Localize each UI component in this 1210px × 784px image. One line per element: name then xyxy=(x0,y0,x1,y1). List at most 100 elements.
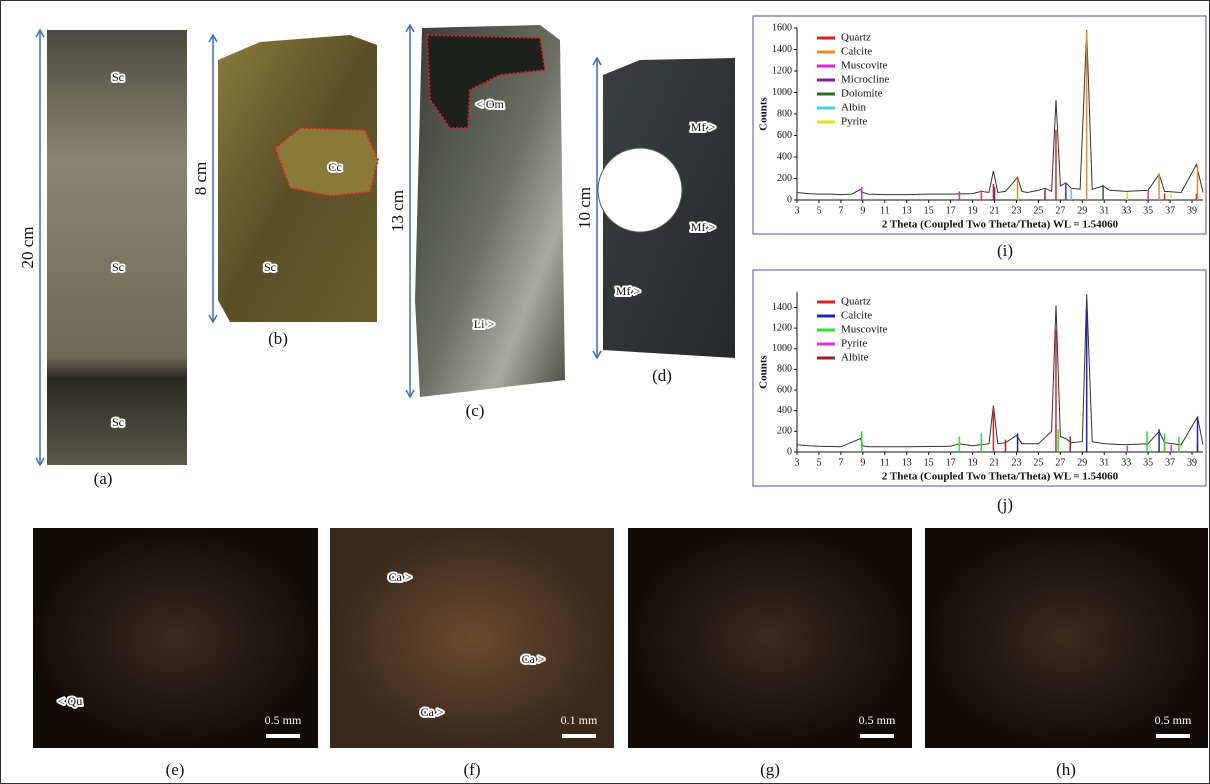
panel-label: (j) xyxy=(997,495,1013,514)
legend-label: Pyrite xyxy=(841,338,867,350)
legend-label: Albin xyxy=(841,102,867,114)
y-tick-label: 1200 xyxy=(772,65,792,76)
y-tick-label: 1000 xyxy=(772,343,792,354)
y-tick-label: 1000 xyxy=(772,87,792,98)
legend-label: Quartz xyxy=(841,296,871,308)
annotation: < Om xyxy=(476,97,504,111)
x-tick-label: 37 xyxy=(1165,457,1175,468)
x-tick-label: 11 xyxy=(880,457,890,468)
x-tick-label: 3 xyxy=(795,457,800,468)
scale-label: 8 cm xyxy=(191,162,210,196)
panel-label: (a) xyxy=(94,469,113,488)
legend-label: Quartz xyxy=(841,32,871,44)
x-tick-label: 9 xyxy=(860,205,865,216)
photo-a xyxy=(47,30,187,465)
x-tick-label: 19 xyxy=(968,205,978,216)
panel-label: (b) xyxy=(268,329,288,348)
legend-label: Pyrite xyxy=(841,116,867,128)
x-tick-label: 21 xyxy=(990,457,1000,468)
annotation: Sc xyxy=(112,70,124,84)
outline-cc xyxy=(275,128,378,196)
annotation: Cc xyxy=(328,160,341,174)
x-tick-label: 3 xyxy=(795,205,800,216)
x-tick-label: 37 xyxy=(1165,205,1175,216)
legend-label: Muscovite xyxy=(841,60,888,72)
scale-label: 0.5 mm xyxy=(265,713,302,727)
x-tick-label: 29 xyxy=(1077,457,1087,468)
x-tick-label: 29 xyxy=(1077,205,1087,216)
panel-label: (d) xyxy=(652,366,672,385)
annotation: Ca > xyxy=(420,705,443,719)
x-tick-label: 31 xyxy=(1099,205,1109,216)
x-tick-label: 13 xyxy=(902,205,912,216)
legend-label: Muscovite xyxy=(841,324,888,336)
figure: (a)20 cmScScSc(b)8 cmCcSc(c)13 cm< OmLi … xyxy=(0,0,1210,784)
y-tick-label: 200 xyxy=(777,173,792,184)
x-tick-label: 15 xyxy=(924,205,934,216)
y-tick-label: 800 xyxy=(777,364,792,375)
x-tick-label: 7 xyxy=(838,457,843,468)
x-tick-label: 15 xyxy=(924,457,934,468)
legend-label: Albite xyxy=(841,352,869,364)
y-tick-label: 600 xyxy=(777,384,792,395)
x-tick-label: 17 xyxy=(946,457,956,468)
y-tick-label: 0 xyxy=(787,194,792,205)
x-axis-label: 2 Theta (Coupled Two Theta/Theta) WL = 1… xyxy=(882,471,1119,483)
scale-bar xyxy=(266,734,300,738)
legend-label: Calcite xyxy=(841,310,872,322)
x-tick-label: 5 xyxy=(816,205,821,216)
annotation: Mf > xyxy=(616,284,641,298)
x-tick-label: 23 xyxy=(1011,205,1021,216)
y-tick-label: 200 xyxy=(777,426,792,437)
x-tick-label: 27 xyxy=(1055,205,1065,216)
panel-label: (f) xyxy=(464,760,481,779)
scale-bar xyxy=(562,734,596,738)
y-tick-label: 1200 xyxy=(772,322,792,333)
x-axis-label: 2 Theta (Coupled Two Theta/Theta) WL = 1… xyxy=(882,219,1119,231)
x-tick-label: 17 xyxy=(946,205,956,216)
annotation: Ca > xyxy=(388,570,411,584)
legend-label: Microcline xyxy=(841,74,889,86)
x-tick-label: 35 xyxy=(1143,205,1153,216)
x-tick-label: 33 xyxy=(1121,205,1131,216)
scale-bar xyxy=(1156,734,1190,738)
y-axis-label: Counts xyxy=(758,354,770,388)
x-tick-label: 27 xyxy=(1055,457,1065,468)
x-tick-label: 39 xyxy=(1187,457,1197,468)
panel-label: (i) xyxy=(997,241,1013,260)
x-tick-label: 7 xyxy=(838,205,843,216)
y-tick-label: 1600 xyxy=(772,22,792,33)
scale-label: 0.5 mm xyxy=(1155,713,1192,727)
annotation: Sc xyxy=(112,415,124,429)
x-tick-label: 23 xyxy=(1011,457,1021,468)
chart-frame xyxy=(753,16,1206,234)
panel-label: (g) xyxy=(760,760,780,779)
scale-label: 13 cm xyxy=(388,190,407,232)
y-tick-label: 0 xyxy=(787,446,792,457)
x-tick-label: 5 xyxy=(816,457,821,468)
x-tick-label: 21 xyxy=(990,205,1000,216)
x-tick-label: 9 xyxy=(860,457,865,468)
scale-label: 0.1 mm xyxy=(561,713,598,727)
x-tick-label: 31 xyxy=(1099,457,1109,468)
annotation: Ca > xyxy=(521,652,544,666)
scale-bar xyxy=(860,734,894,738)
y-tick-label: 400 xyxy=(777,405,792,416)
y-tick-label: 600 xyxy=(777,130,792,141)
annotation: Sc xyxy=(264,260,276,274)
x-tick-label: 33 xyxy=(1121,457,1131,468)
legend-label: Dolomite xyxy=(841,88,883,100)
panel-label: (c) xyxy=(466,401,485,420)
y-tick-label: 400 xyxy=(777,151,792,162)
annotation: Mf > xyxy=(691,120,716,134)
scale-label: 20 cm xyxy=(18,226,37,268)
x-tick-label: 19 xyxy=(968,457,978,468)
panel-label: (h) xyxy=(1056,760,1076,779)
y-tick-label: 1400 xyxy=(772,44,792,55)
x-tick-label: 25 xyxy=(1033,205,1043,216)
x-tick-label: 13 xyxy=(902,457,912,468)
annotation: Mf > xyxy=(691,220,716,234)
legend-label: Calcite xyxy=(841,46,872,58)
scale-label: 0.5 mm xyxy=(859,713,896,727)
panel-label: (e) xyxy=(166,760,185,779)
